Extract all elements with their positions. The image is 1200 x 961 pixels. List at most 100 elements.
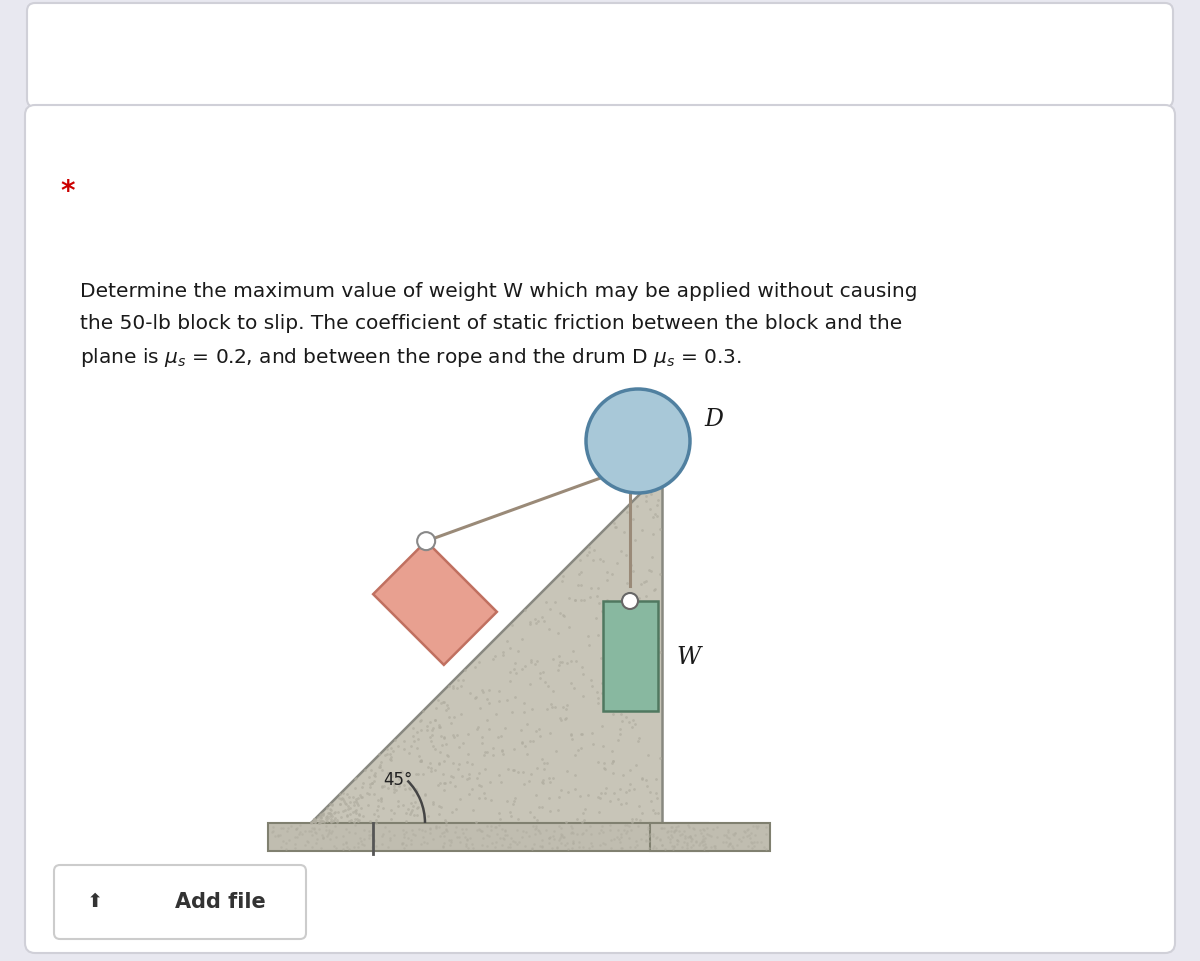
Point	[368, 808, 388, 824]
Point	[430, 718, 449, 733]
Point	[611, 797, 630, 812]
Point	[346, 818, 365, 833]
Point	[613, 657, 632, 673]
Point	[365, 806, 384, 822]
Point	[646, 581, 665, 597]
Point	[343, 804, 362, 820]
Point	[278, 820, 298, 835]
Point	[720, 836, 739, 851]
Point	[334, 803, 353, 819]
Point	[526, 788, 545, 803]
Point	[473, 824, 492, 839]
Point	[503, 762, 522, 777]
Point	[493, 822, 512, 837]
Point	[409, 821, 428, 836]
Point	[607, 830, 626, 846]
Point	[473, 838, 492, 853]
Point	[686, 833, 706, 849]
Point	[347, 805, 366, 821]
Point	[430, 755, 449, 771]
Point	[624, 712, 643, 727]
Polygon shape	[310, 472, 662, 824]
Point	[473, 729, 492, 745]
Point	[578, 841, 598, 856]
Point	[697, 826, 716, 842]
Point	[692, 828, 712, 844]
Point	[485, 840, 504, 855]
Point	[611, 722, 630, 737]
Point	[490, 694, 509, 709]
Point	[372, 754, 391, 770]
Point	[613, 841, 632, 856]
Point	[619, 614, 638, 629]
Point	[355, 823, 374, 838]
Point	[612, 826, 631, 842]
Point	[445, 710, 464, 726]
Point	[338, 798, 358, 813]
Point	[521, 677, 540, 692]
Point	[402, 832, 421, 848]
Point	[350, 787, 370, 802]
Point	[372, 791, 391, 806]
Point	[530, 665, 550, 680]
Point	[631, 577, 650, 592]
Point	[593, 604, 612, 620]
Point	[430, 819, 449, 834]
Point	[490, 818, 509, 833]
Point	[320, 822, 340, 837]
Point	[474, 684, 493, 700]
Point	[464, 691, 484, 706]
Point	[449, 673, 468, 688]
Point	[504, 794, 523, 809]
Point	[604, 753, 623, 769]
Point	[500, 840, 520, 855]
Point	[379, 781, 398, 797]
Point	[430, 744, 449, 759]
Point	[302, 821, 322, 836]
Point	[612, 840, 631, 855]
Point	[580, 638, 599, 653]
Point	[526, 656, 545, 672]
Point	[568, 812, 587, 827]
Point	[306, 815, 325, 830]
Point	[527, 821, 546, 836]
Point	[282, 818, 301, 833]
Point	[347, 802, 366, 818]
Point	[626, 757, 646, 773]
Point	[565, 768, 584, 783]
Point	[458, 727, 478, 742]
Point	[548, 802, 568, 818]
Point	[527, 819, 546, 834]
Point	[626, 840, 646, 855]
Point	[434, 824, 454, 839]
Point	[424, 738, 443, 753]
Point	[521, 653, 540, 668]
Point	[320, 801, 340, 817]
Point	[588, 696, 607, 711]
Point	[572, 660, 592, 676]
Point	[629, 678, 648, 694]
Point	[662, 820, 682, 835]
Point	[565, 593, 584, 608]
Point	[496, 721, 515, 736]
Point	[632, 771, 652, 786]
Point	[505, 742, 524, 757]
Point	[650, 645, 670, 660]
Point	[446, 820, 466, 835]
Point	[643, 826, 662, 842]
Point	[640, 826, 659, 842]
Point	[446, 680, 466, 696]
Point	[739, 827, 758, 843]
Point	[678, 835, 697, 850]
Point	[450, 834, 469, 850]
Point	[517, 717, 536, 732]
Point	[353, 776, 372, 791]
Point	[323, 808, 342, 824]
Point	[755, 839, 774, 854]
Point	[626, 499, 646, 514]
Point	[412, 753, 431, 769]
Point	[608, 791, 628, 806]
Point	[320, 832, 340, 848]
Point	[434, 776, 454, 791]
Point	[611, 727, 630, 742]
